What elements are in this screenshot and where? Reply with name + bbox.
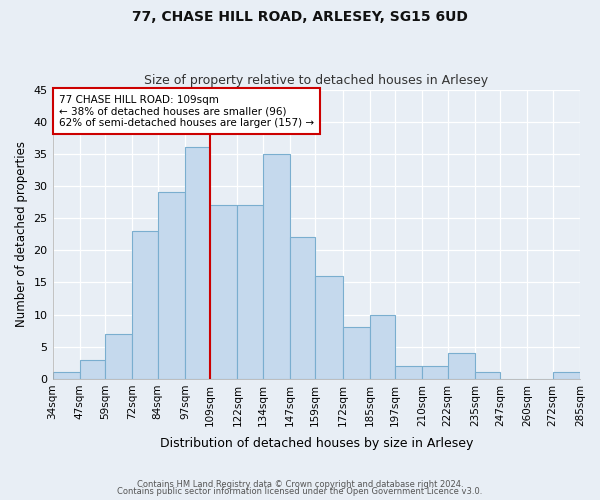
Text: 77, CHASE HILL ROAD, ARLESEY, SG15 6UD: 77, CHASE HILL ROAD, ARLESEY, SG15 6UD — [132, 10, 468, 24]
Bar — [105, 334, 133, 379]
Bar — [422, 366, 448, 379]
X-axis label: Distribution of detached houses by size in Arlesey: Distribution of detached houses by size … — [160, 437, 473, 450]
Bar — [238, 206, 263, 379]
Bar — [448, 353, 475, 379]
Bar — [343, 328, 370, 379]
Bar — [553, 372, 580, 379]
Bar — [475, 372, 500, 379]
Bar — [158, 192, 185, 379]
Bar — [80, 360, 105, 379]
Bar — [315, 276, 343, 379]
Text: 77 CHASE HILL ROAD: 109sqm
← 38% of detached houses are smaller (96)
62% of semi: 77 CHASE HILL ROAD: 109sqm ← 38% of deta… — [59, 94, 314, 128]
Bar — [53, 372, 80, 379]
Y-axis label: Number of detached properties: Number of detached properties — [15, 141, 28, 327]
Text: Contains HM Land Registry data © Crown copyright and database right 2024.: Contains HM Land Registry data © Crown c… — [137, 480, 463, 489]
Bar — [370, 314, 395, 379]
Bar — [133, 231, 158, 379]
Title: Size of property relative to detached houses in Arlesey: Size of property relative to detached ho… — [144, 74, 488, 87]
Bar — [290, 238, 315, 379]
Bar — [185, 148, 210, 379]
Bar — [210, 206, 238, 379]
Bar — [395, 366, 422, 379]
Bar — [263, 154, 290, 379]
Text: Contains public sector information licensed under the Open Government Licence v3: Contains public sector information licen… — [118, 487, 482, 496]
